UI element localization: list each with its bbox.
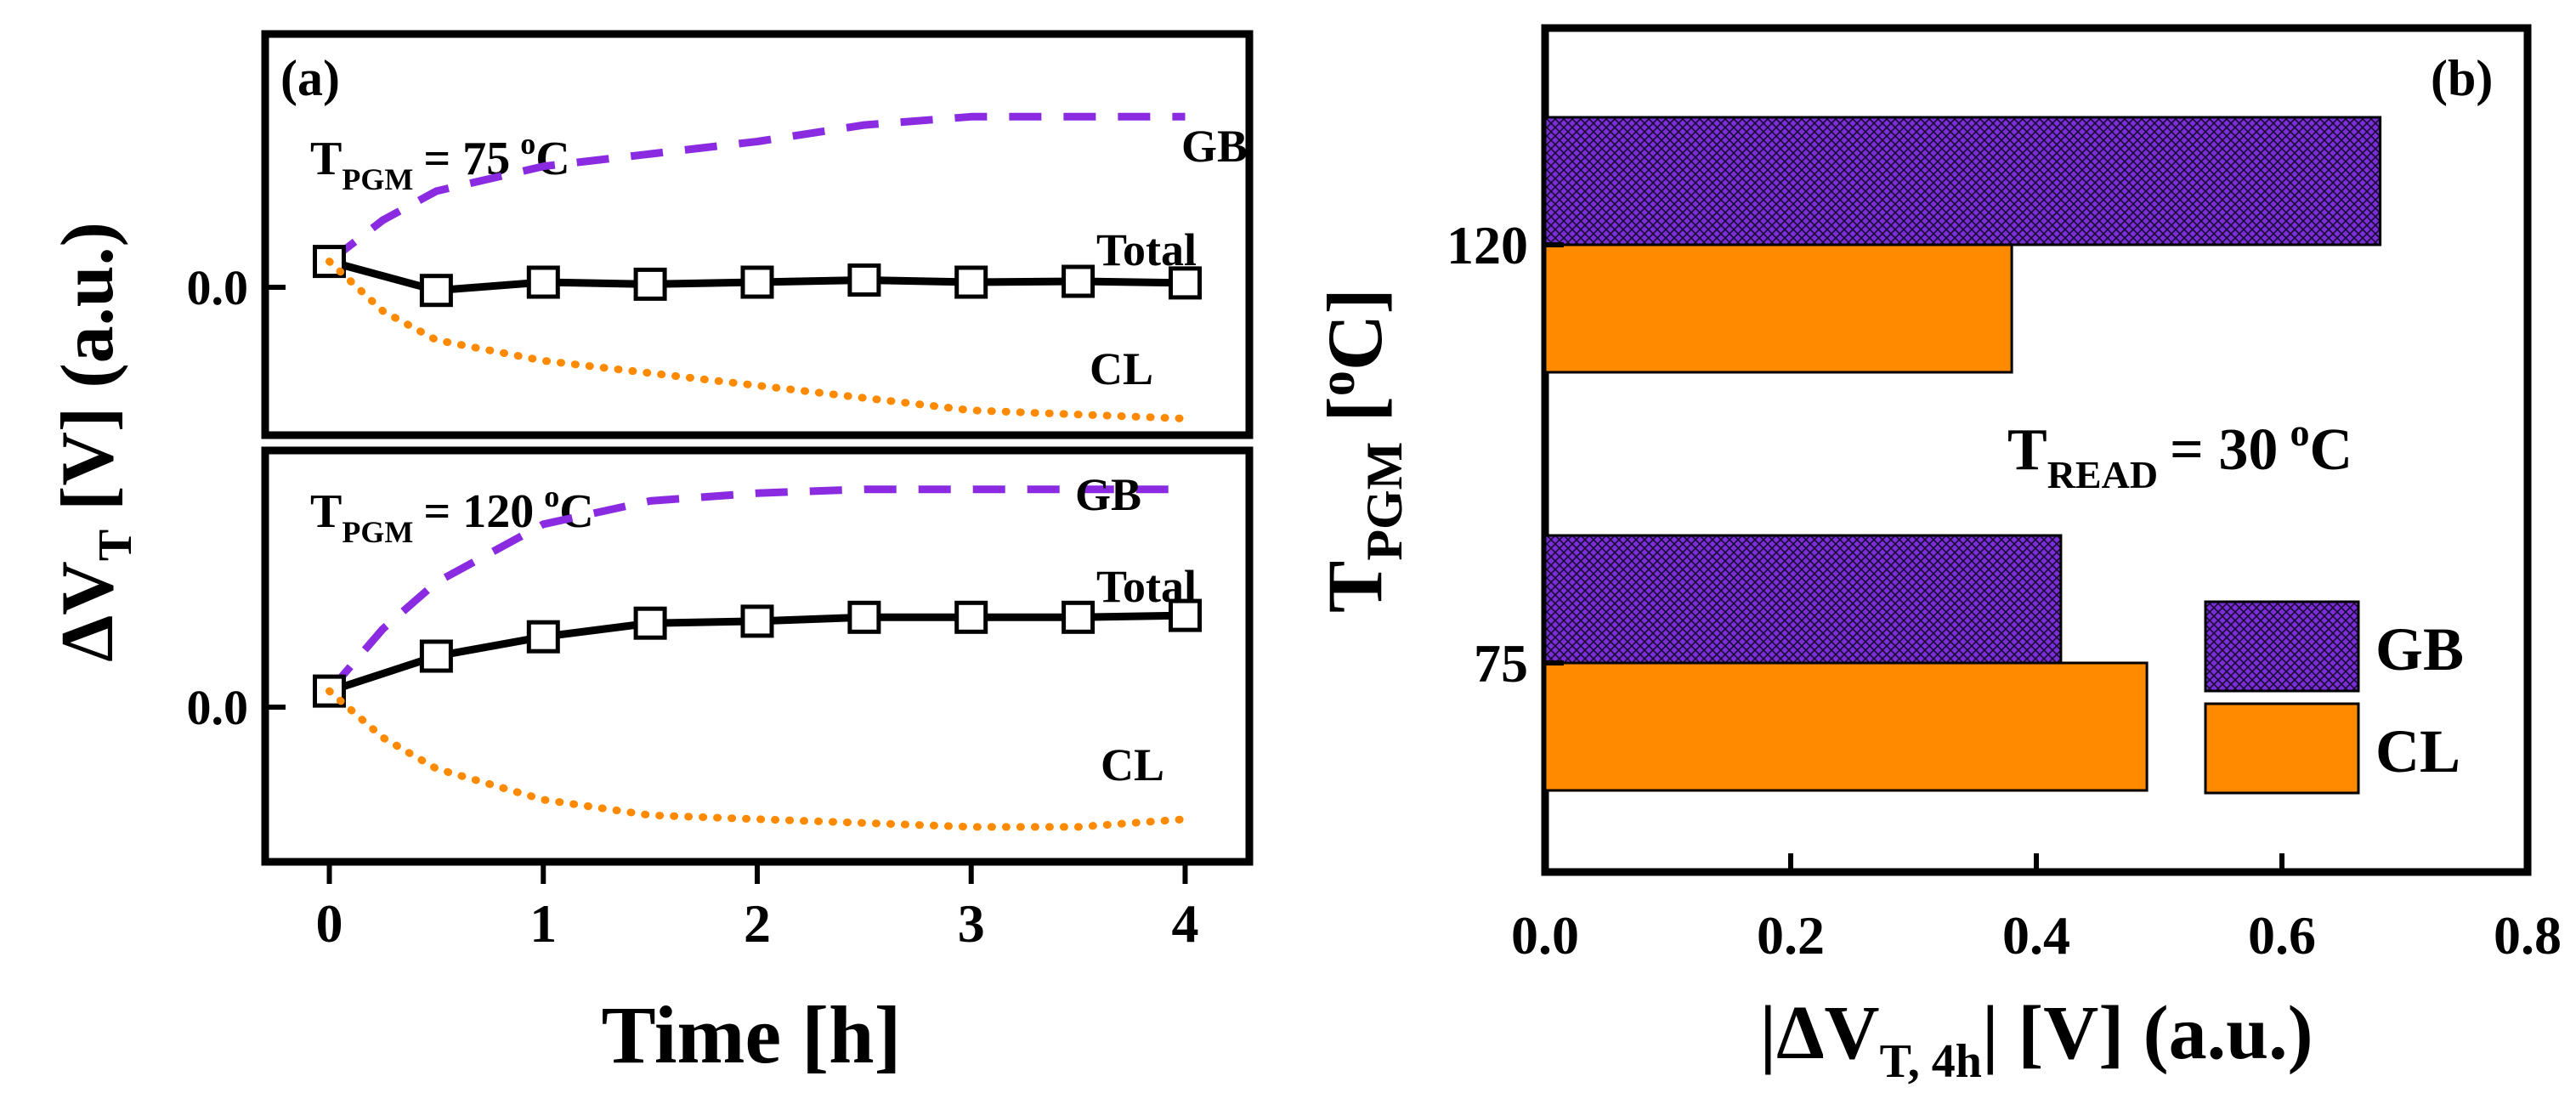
- panel-a-bottom-total-marker: [526, 620, 560, 654]
- panel-a-bottom-gb-line: [326, 485, 1186, 694]
- panel-b-ytick-label: 120: [1447, 215, 1528, 275]
- panel-a-bottom-total-marker: [1169, 598, 1202, 632]
- panel-b-xtick-label: 0.2: [1757, 905, 1825, 966]
- panel-a-top-total-marker: [633, 267, 667, 301]
- panel-a-top-cl-line: [326, 258, 1189, 422]
- panel-a-top-total-marker: [1062, 264, 1096, 298]
- panel-b-xtick-label: 0.4: [2002, 905, 2070, 966]
- panel-a-top-total-marker: [419, 274, 453, 308]
- panel-a-bottom-gb-label: GB: [1075, 469, 1141, 520]
- panel-a-xtick-label: 3: [958, 893, 985, 954]
- bar-cl-120: [1543, 243, 2013, 374]
- panel-a-xtick-label: 2: [744, 893, 771, 954]
- panel-a-bottom-total-label: Total: [1096, 561, 1197, 612]
- panel-a-xtick-label: 1: [529, 893, 557, 954]
- panel-a-bottom-cl-line: [326, 687, 1189, 831]
- panel-a-bottom-total-marker: [1062, 600, 1096, 634]
- panel-a-top-total-marker: [740, 265, 774, 299]
- panel-a-bottom-total-marker: [633, 606, 667, 640]
- panel-a-xlabel: Time [h]: [602, 989, 902, 1080]
- panel-a-top-frame: [261, 30, 1254, 439]
- panel-b-label: (b): [2431, 50, 2493, 106]
- bar-cl-75: [1543, 661, 2149, 792]
- panel-a-label: (a): [280, 50, 340, 106]
- panel-a-bottom-ytick-label: 0.0: [187, 680, 249, 735]
- panel-a-top-total-marker: [847, 263, 881, 297]
- panel-b-legend: GB CL: [2204, 600, 2464, 795]
- panel-b-xtick-label: 0.0: [1511, 905, 1579, 966]
- panel-a-top-gb-line: [326, 112, 1186, 265]
- panel-b-ylabel: TPGM [oC]: [1309, 288, 1413, 613]
- panel-a-top-total-marker: [1169, 266, 1202, 300]
- panel-a-top-annotation: TPGM = 75 oC: [310, 127, 570, 196]
- panel-a-bottom-total-marker: [847, 600, 881, 634]
- panel-a-bottom-total-marker: [419, 639, 453, 673]
- bar-gb-75: [1543, 534, 2063, 665]
- panel-a-bottom-cl-label: CL: [1101, 739, 1164, 790]
- panel-b-xtick-label: 0.6: [2248, 905, 2316, 966]
- panel-a-bottom-annotation: TPGM = 120 oC: [310, 479, 594, 549]
- panel-a-top-total-marker: [526, 265, 560, 299]
- panel-b: (b) 120 75 0.0 0.2 0.4 0.6 0.8 TREAD = 30 oC GB…: [1309, 24, 2562, 1088]
- panel-b-xlabel: |ΔVT, 4h| [V] (a.u.): [1759, 991, 2313, 1088]
- panel-b-ytick-label: 75: [1474, 633, 1528, 694]
- panel-a-bottom-total-marker: [740, 604, 774, 638]
- panel-a-xtick-label: 4: [1171, 893, 1198, 954]
- legend-cl-swatch: [2204, 702, 2360, 795]
- bar-gb-120: [1543, 116, 2382, 246]
- panel-a-top-total-marker: [954, 265, 988, 299]
- panel-a-bottom: 0.0 TPGM = 120 oC GB Total CL 0 1 2 3 4 Time […: [47, 222, 1254, 1080]
- panel-a-ylabel: ΔVT [V] (a.u.): [47, 222, 142, 662]
- panel-a-top-gb-label: GB: [1181, 121, 1248, 172]
- legend-cl-label: CL: [2375, 717, 2460, 785]
- panel-a-top-cl-label: CL: [1090, 343, 1153, 394]
- panel-a-top: 0.0 (a) TPGM = 75 oC GB Total CL: [187, 30, 1254, 439]
- panel-a-bottom-total-marker: [954, 600, 988, 634]
- panel-b-annotation: TREAD = 30 oC: [2007, 411, 2352, 496]
- panel-a-xtick-label: 0: [316, 893, 343, 954]
- legend-gb-label: GB: [2375, 615, 2464, 683]
- legend-gb-swatch: [2204, 600, 2360, 693]
- panel-b-xtick-label: 0.8: [2494, 905, 2562, 966]
- panel-a-top-total-label: Total: [1096, 224, 1197, 275]
- panel-a-top-ytick-label: 0.0: [187, 260, 249, 315]
